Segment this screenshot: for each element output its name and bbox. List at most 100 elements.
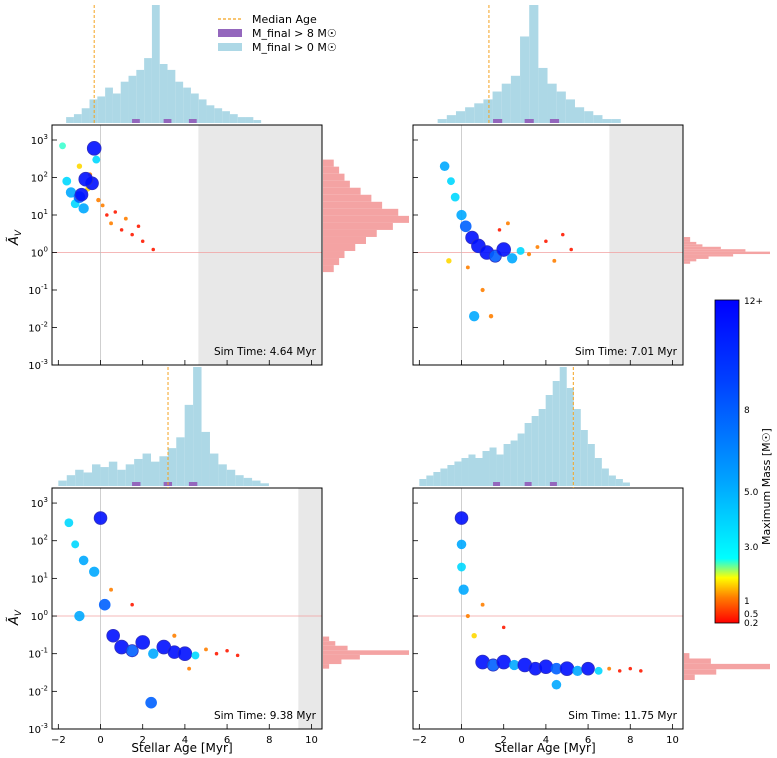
av-hist-bar [684, 241, 697, 245]
age-hist-bar [198, 99, 207, 123]
age-hist-bar [611, 119, 621, 123]
scatter-point [509, 659, 520, 671]
scatter-point [480, 287, 485, 293]
av-hist-bar [684, 249, 746, 252]
age-hist-bar [419, 479, 427, 486]
colorbar-tick-3: 3.0 [744, 543, 759, 553]
x-tick-label: −2 [412, 735, 427, 746]
scatter-point [109, 587, 113, 592]
av-hist-bar [323, 201, 383, 209]
age-hist-bar [574, 107, 585, 123]
scatter-point [130, 232, 134, 237]
age-hist-bar [134, 458, 143, 486]
av-hist-bar [323, 243, 356, 252]
av-hist-bar [684, 258, 697, 262]
scatter-point [465, 613, 470, 619]
scatter-point [450, 192, 460, 202]
sim-time-label: Sim Time: 9.38 Myr [214, 710, 317, 722]
scatter-point [488, 314, 494, 319]
age-hist-bar [587, 444, 595, 486]
scatter-point [92, 155, 101, 164]
colorbar-tick-02: 0.2 [744, 619, 758, 629]
av-hist-bar [323, 641, 336, 646]
age-hist-bar [159, 456, 168, 486]
age-hist-bar [529, 5, 539, 123]
scatter-point [113, 210, 118, 214]
age-hist-bar [538, 409, 546, 486]
av-hist-bar [323, 236, 366, 244]
scatter-point [65, 187, 77, 198]
xlabel-left: Stellar Age [Myr] [131, 741, 232, 755]
legend-median-age-label: Median Age [252, 13, 317, 26]
age-hist-bar [66, 117, 74, 123]
scatter-point [458, 584, 469, 595]
panel-2: Sim Time: 7.01 Myr [412, 5, 770, 366]
age-hist-massive-bar [493, 482, 501, 486]
scatter-point [78, 555, 89, 566]
age-hist-bar [510, 440, 518, 486]
age-hist-bar [468, 454, 476, 486]
age-hist-bar [622, 482, 630, 486]
age-hist-bar [144, 58, 152, 123]
age-hist-bar [89, 99, 98, 123]
scatter-point [78, 203, 89, 214]
age-hist-massive-bar [163, 119, 172, 123]
x-tick-label: 6 [224, 735, 230, 746]
scatter-point [109, 221, 113, 226]
scatter-point [71, 540, 80, 549]
x-tick-label: −2 [51, 735, 66, 746]
age-hist-bar [474, 103, 484, 123]
scatter-point [572, 665, 583, 677]
age-hist-bar [206, 105, 215, 123]
age-hist-bar [547, 83, 557, 123]
scatter-point [535, 245, 540, 249]
age-hist-bar [75, 469, 84, 486]
age-hist-bar [517, 433, 525, 486]
scatter-point [552, 258, 557, 263]
age-hist-massive-bar [524, 482, 532, 486]
age-hist-bar [552, 381, 560, 486]
axes-frame [51, 124, 323, 366]
av-hist-bar [323, 215, 409, 223]
av-hist-bar [323, 194, 372, 202]
age-hist-bar [243, 477, 253, 486]
x-tick-label: 0 [97, 735, 103, 746]
scatter-point [459, 220, 472, 233]
y-tick-label: 102 [31, 534, 48, 548]
scatter-point [145, 696, 157, 709]
axes-frame [412, 124, 684, 366]
age-hist-bar [454, 461, 462, 486]
age-hist-bar [559, 367, 567, 486]
colorbar-tick-5: 5.0 [744, 488, 759, 498]
scatter-point [544, 239, 548, 243]
scatter-point [607, 666, 612, 671]
y-tick-label: 103 [31, 496, 48, 510]
scatter-point [480, 602, 485, 607]
ylabel-sub-2: V [14, 609, 24, 616]
x-tick-label: 2 [140, 735, 146, 746]
scatter-point [191, 651, 200, 660]
scatter-point [501, 625, 506, 630]
age-hist-massive-bar [549, 482, 557, 486]
age-hist-bar [150, 461, 160, 486]
panel-3: 10-3 10-2 10-1 100 101 102 103 −2 0 2 4 6 8 10 Sim Tim… [28, 367, 409, 746]
scatter-point [617, 669, 622, 673]
av-hist-bar [323, 229, 377, 237]
age-hist-bar [461, 458, 469, 486]
age-hist-bar [73, 114, 82, 123]
age-hist-bar [503, 444, 511, 486]
colorbar-tick-1: 1 [744, 597, 750, 607]
age-hist-bar [440, 468, 448, 486]
age-hist-bar [538, 67, 548, 123]
age-hist-bar [175, 81, 184, 123]
age-hist-bar [565, 99, 575, 123]
age-hist-bar [482, 451, 490, 486]
av-hist-bar [684, 239, 691, 242]
av-hist-bar [323, 180, 350, 188]
av-hist-bar [323, 187, 361, 195]
age-hist-bar [426, 475, 434, 486]
av-hist-bar [684, 254, 734, 257]
scatter-point [98, 598, 111, 611]
age-hist-bar [100, 467, 109, 486]
scatter-point [119, 228, 124, 232]
